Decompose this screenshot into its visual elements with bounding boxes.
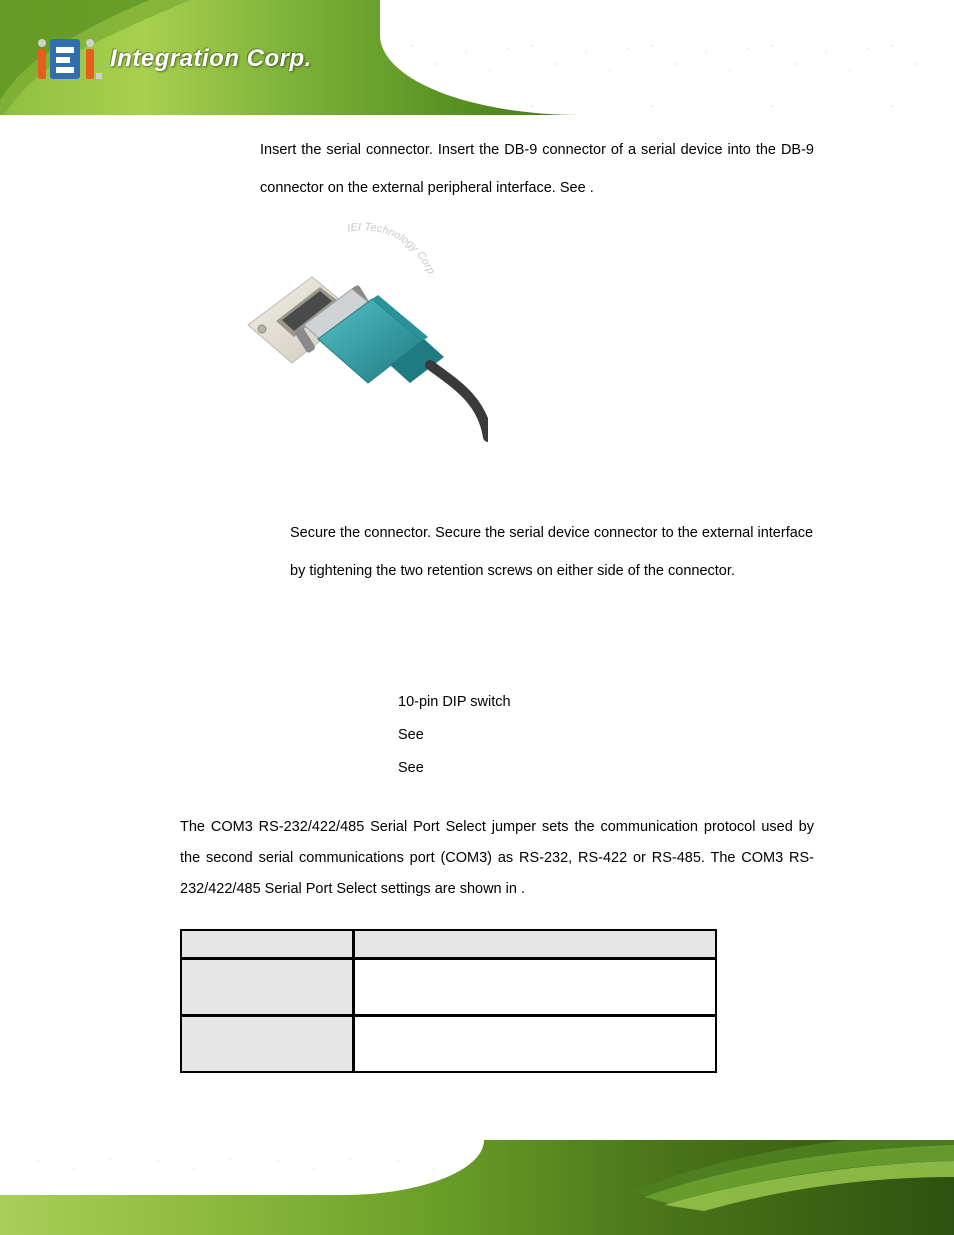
table-cell [354,930,716,958]
table-cell [354,1016,716,1072]
body-paragraph: The COM3 RS-232/422/485 Serial Port Sele… [180,812,814,906]
page-content: Insert the serial connector. Insert the … [180,130,814,1073]
header-speckle [400,28,940,108]
settings-table [180,929,717,1073]
brand-logo: Integration Corp. [34,34,312,84]
spec-block: 10-pin DIP switch See See [398,686,814,786]
table-cell [181,1016,353,1072]
logo-mark-icon [34,37,104,81]
body-tail: . [521,881,525,897]
logo-text: Integration Corp. [110,45,312,73]
step-1-paragraph: Insert the serial connector. Insert the … [260,132,814,207]
figure-serial-connector: IEI Technology Corp. [238,217,488,447]
table-cell [181,930,353,958]
spec-line-2: See [398,719,814,752]
header-banner: Integration Corp. [0,0,954,115]
table-cell [181,959,353,1015]
table-row [181,930,716,958]
footer-banner [0,1140,954,1235]
serial-connector-icon: IEI Technology Corp. [238,217,488,447]
step-1-text: Insert the serial connector. Insert the … [260,142,814,196]
step-1-tail: . [590,180,594,196]
table-row [181,1016,716,1072]
body-text: The COM3 RS-232/422/485 Serial Port Sele… [180,819,814,897]
table-cell [354,959,716,1015]
step-2-text: Secure the connector. Secure the serial … [290,525,813,579]
spec-line-3: See [398,752,814,785]
svg-text:IEI Technology Corp.: IEI Technology Corp. [346,222,438,280]
step-2-paragraph: Secure the connector. Secure the serial … [290,515,814,590]
spec-line-1: 10-pin DIP switch [398,686,814,719]
table-row [181,959,716,1015]
figure-watermark: IEI Technology Corp. [346,222,438,280]
footer-swoosh-icon [634,1140,954,1211]
footer-speckle [20,1145,450,1185]
